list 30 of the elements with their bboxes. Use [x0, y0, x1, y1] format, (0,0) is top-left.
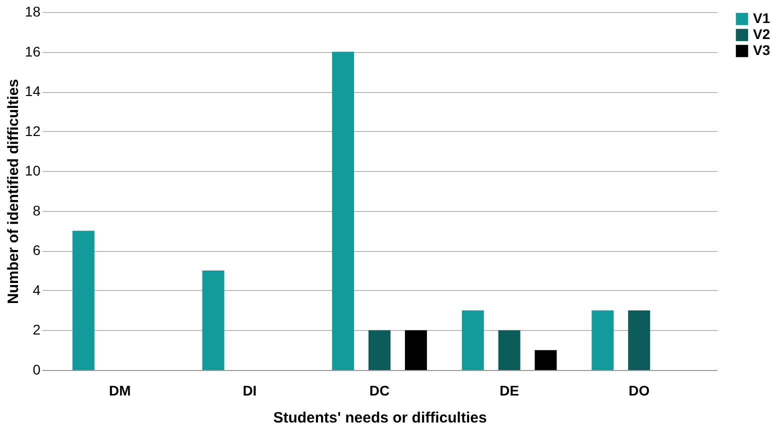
- y-tick-label: 6: [32, 242, 41, 258]
- legend-label: V3: [753, 42, 770, 58]
- y-tick-label: 14: [24, 83, 41, 100]
- bar: [628, 310, 650, 370]
- legend-label: V1: [753, 10, 770, 26]
- x-tick-label: DC: [369, 382, 390, 398]
- bar: [498, 330, 520, 370]
- y-tick-label: 18: [24, 4, 41, 20]
- bar: [72, 230, 94, 370]
- y-tick-label: 0: [32, 362, 41, 378]
- bar: [534, 350, 557, 370]
- bar: [462, 310, 484, 370]
- bar: [202, 270, 224, 370]
- y-tick-label: 2: [32, 322, 41, 338]
- x-axis-title: Students' needs or difficulties: [273, 410, 487, 426]
- x-tick-label: DO: [628, 382, 650, 398]
- bar: [368, 330, 390, 370]
- y-tick-label: 8: [32, 202, 41, 218]
- y-tick-label: 10: [24, 162, 41, 179]
- bar: [592, 310, 614, 370]
- x-tick-label: DI: [242, 382, 257, 398]
- y-axis-title: Number of identified difficulties: [4, 78, 22, 304]
- y-tick-label: 12: [24, 122, 41, 139]
- bar: [332, 52, 354, 370]
- x-tick-label: DE: [500, 382, 520, 398]
- y-tick-label: 16: [24, 43, 41, 60]
- legend-label: V2: [753, 26, 770, 42]
- y-tick-label: 4: [32, 282, 41, 298]
- x-tick-label: DM: [108, 382, 131, 398]
- bar: [404, 330, 427, 370]
